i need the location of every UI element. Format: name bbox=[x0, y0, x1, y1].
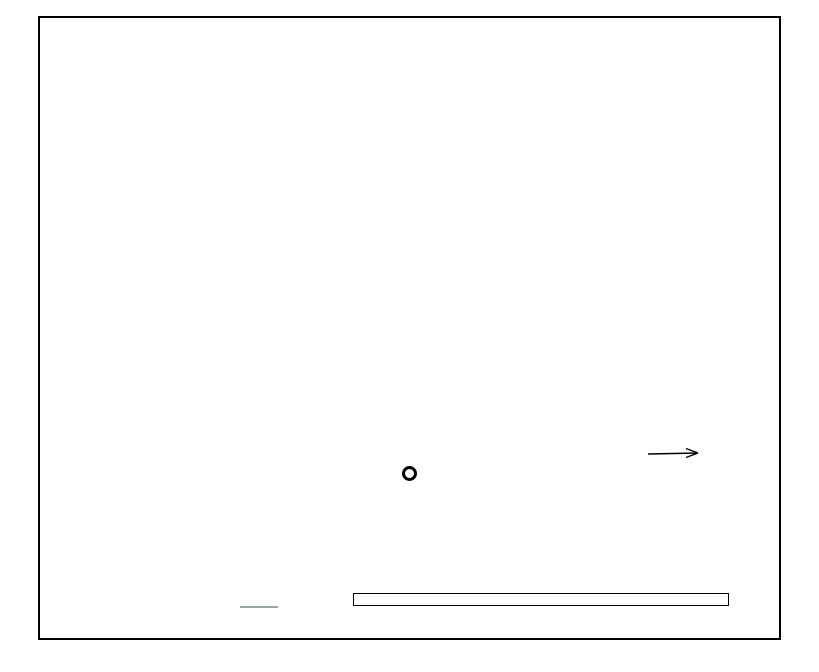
drifter-chevron-icon bbox=[400, 494, 420, 516]
map-frame bbox=[38, 16, 781, 640]
depth-contour-sample-line bbox=[240, 606, 278, 608]
reference-speed-arrow-icon bbox=[647, 447, 699, 459]
argo-circle-icon bbox=[402, 466, 417, 481]
legend-row-drifters bbox=[400, 488, 540, 526]
legend-row-argo bbox=[400, 464, 540, 482]
sst-map-canvas bbox=[40, 18, 779, 638]
glider-dot-icon bbox=[407, 445, 410, 448]
legend-row-glider bbox=[400, 438, 540, 456]
imos-credit bbox=[795, 346, 811, 641]
colorbar-gradient bbox=[353, 593, 729, 606]
